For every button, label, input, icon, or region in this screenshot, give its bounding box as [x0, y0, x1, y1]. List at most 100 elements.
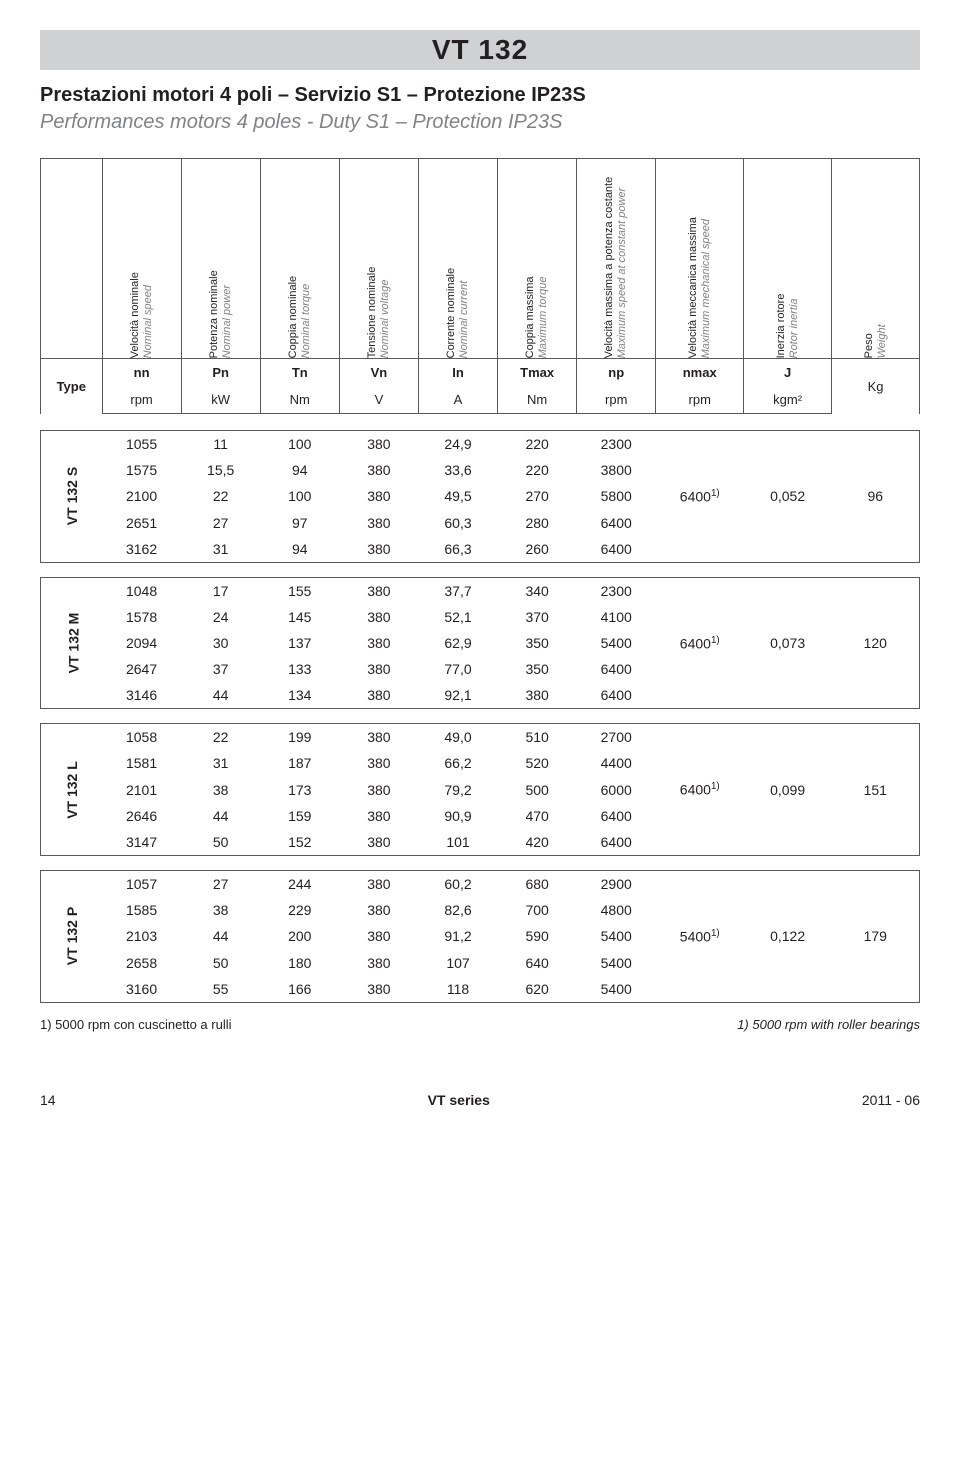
subtitle-it: Prestazioni motori 4 poli – Servizio S1 …: [40, 84, 920, 107]
empty-cell: [656, 897, 744, 923]
data-block: VT 132 L10582219938049,05102700158131187…: [40, 723, 920, 856]
data-cell: 620: [498, 976, 577, 1003]
table-row: 3160551663801186205400: [41, 976, 920, 1003]
data-cell: 2651: [102, 510, 181, 536]
col-head-in: Corrente nominaleNominal current: [418, 159, 497, 359]
empty-cell: [656, 536, 744, 563]
data-cell: 92,1: [418, 682, 497, 709]
empty-cell: [656, 604, 744, 630]
data-cell: 380: [498, 682, 577, 709]
empty-cell: [832, 656, 920, 682]
block-label: VT 132 M: [41, 577, 103, 709]
table-row: 2651279738060,32806400: [41, 510, 920, 536]
data-cell: 94: [260, 536, 339, 563]
block-label: VT 132 S: [41, 431, 103, 563]
data-cell: 520: [498, 750, 577, 776]
data-cell: 173: [260, 776, 339, 803]
data-cell: 152: [260, 829, 339, 856]
sym-nmax: nmax: [656, 359, 744, 387]
footnote-it: 1) 5000 rpm con cuscinetto a rulli: [40, 1017, 231, 1032]
footer-center: VT series: [428, 1092, 490, 1108]
empty-cell: [744, 604, 832, 630]
data-cell: 244: [260, 870, 339, 897]
data-cell: 229: [260, 897, 339, 923]
sym-np: np: [577, 359, 656, 387]
empty-cell: [656, 803, 744, 829]
data-cell: 3162: [102, 536, 181, 563]
data-cell: 350: [498, 630, 577, 657]
empty-cell: [832, 724, 920, 751]
data-cell: 6400: [577, 656, 656, 682]
empty-cell: [744, 682, 832, 709]
data-cell: 66,3: [418, 536, 497, 563]
empty-cell: [832, 682, 920, 709]
data-cell: 380: [339, 577, 418, 604]
data-block: VT 132 P10572724438060,26802900158538229…: [40, 870, 920, 1003]
data-cell: 2700: [577, 724, 656, 751]
data-cell: 6400: [577, 682, 656, 709]
col-head-nmax: Velocità meccanica massimaMaximum mechan…: [656, 159, 744, 359]
data-cell: 5400: [577, 630, 656, 657]
data-block: VT 132 M10481715538037,73402300157824145…: [40, 577, 920, 710]
data-cell: 91,2: [418, 923, 497, 950]
col-head-tmax: Coppia massimaMaximum torque: [498, 159, 577, 359]
empty-cell: [832, 577, 920, 604]
data-cell: 17: [181, 577, 260, 604]
empty-cell: [656, 682, 744, 709]
inertia-cell: 0,052: [744, 483, 832, 510]
footer-right: 2011 - 06: [862, 1092, 920, 1108]
nmax-cell: 64001): [656, 630, 744, 657]
data-cell: 90,9: [418, 803, 497, 829]
data-cell: 2900: [577, 870, 656, 897]
data-cell: 137: [260, 630, 339, 657]
data-cell: 38: [181, 897, 260, 923]
empty-cell: [744, 976, 832, 1003]
data-cell: 3146: [102, 682, 181, 709]
empty-cell: [832, 950, 920, 976]
data-cell: 420: [498, 829, 577, 856]
data-cell: 100: [260, 431, 339, 458]
data-cell: 510: [498, 724, 577, 751]
table-row: 31464413438092,13806400: [41, 682, 920, 709]
data-cell: 155: [260, 577, 339, 604]
unit-in: A: [418, 386, 497, 414]
empty-cell: [832, 457, 920, 483]
page: VT 132 Prestazioni motori 4 poli – Servi…: [0, 0, 960, 1128]
unit-row: rpm kW Nm V A Nm rpm rpm kgm²: [41, 386, 920, 414]
sym-tn: Tn: [260, 359, 339, 387]
data-cell: 380: [339, 604, 418, 630]
block-label: VT 132 L: [41, 724, 103, 856]
data-cell: 4800: [577, 897, 656, 923]
data-cell: 60,2: [418, 870, 497, 897]
unit-tmax: Nm: [498, 386, 577, 414]
data-cell: 27: [181, 510, 260, 536]
data-cell: 33,6: [418, 457, 497, 483]
data-cell: 2094: [102, 630, 181, 657]
data-cell: 380: [339, 950, 418, 976]
data-cell: 700: [498, 897, 577, 923]
data-cell: 37: [181, 656, 260, 682]
empty-cell: [656, 656, 744, 682]
empty-cell: [744, 750, 832, 776]
data-cell: 380: [339, 870, 418, 897]
col-head-kg: PesoWeight: [832, 159, 920, 359]
data-cell: 2300: [577, 577, 656, 604]
empty-cell: [832, 536, 920, 563]
data-cell: 380: [339, 897, 418, 923]
empty-cell: [832, 803, 920, 829]
data-cell: 380: [339, 483, 418, 510]
empty-cell: [832, 750, 920, 776]
col-head-np: Velocità massima a potenza costanteMaxim…: [577, 159, 656, 359]
data-cell: 200: [260, 923, 339, 950]
data-cell: 50: [181, 829, 260, 856]
header-empty: [41, 159, 103, 359]
data-cell: 380: [339, 536, 418, 563]
sym-j: J: [744, 359, 832, 387]
data-cell: 44: [181, 682, 260, 709]
data-cell: 220: [498, 431, 577, 458]
data-cell: 52,1: [418, 604, 497, 630]
col-head-vn: Tensione nominaleNominal voltage: [339, 159, 418, 359]
data-cell: 11: [181, 431, 260, 458]
empty-cell: [656, 829, 744, 856]
sym-in: In: [418, 359, 497, 387]
